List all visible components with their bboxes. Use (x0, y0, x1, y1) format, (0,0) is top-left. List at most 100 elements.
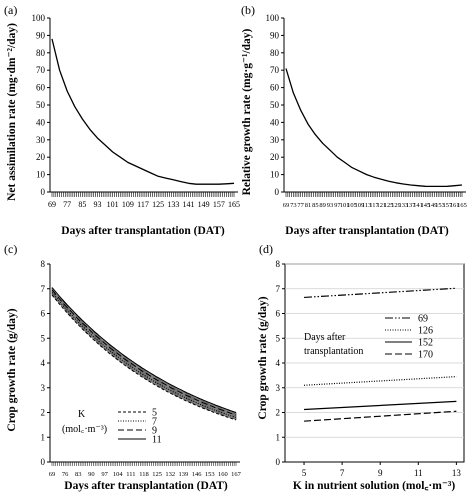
panel-a-series-line-0 (51, 38, 235, 185)
panel-d-series-69 (304, 287, 457, 299)
panel-a-x-tick-label: 157 (213, 200, 225, 209)
panel-c-x-tick-label: 139 (179, 471, 189, 478)
panel-d-y-tick-label: 7 (276, 284, 281, 294)
panel-a-y-tick-label: 70 (36, 65, 46, 75)
panel-b-y-tick-label: 30 (270, 135, 280, 145)
panel-a-x-tick-label: 125 (152, 200, 164, 209)
panel-b-x-tick-label: 73 (290, 202, 297, 209)
panel-d-y-tick-label: 8 (276, 259, 281, 269)
panel-b-label: (b) (241, 3, 255, 17)
panel-a-y-tick-label: 10 (36, 170, 46, 180)
panel-b: (b) Relative growth rate (mg·g⁻¹/day) Da… (241, 3, 467, 237)
panel-c-x-tick-label: 104 (113, 471, 124, 478)
panel-b-x-tick-label: 145 (420, 202, 430, 209)
panel-d-legend-label-126: 126 (418, 326, 433, 337)
panel-d-series-152 (304, 400, 457, 411)
panel-c-x-tick-label: 76 (62, 471, 69, 478)
panel-c-series-7 (51, 292, 237, 418)
panel-b-y-tick-label: 50 (270, 100, 280, 110)
panel-c-legend-label-7: 7 (152, 417, 157, 428)
panel-d-x-tick-label: 11 (414, 468, 423, 478)
panel-b-x-tick-label: 149 (428, 202, 438, 209)
panel-d-y-tick-label: 5 (276, 333, 281, 343)
panel-a-y-tick-label: 100 (32, 13, 46, 23)
panel-a: (a) Net assimilation rate (mg·dm⁻²/day) … (4, 3, 240, 237)
panel-d-axes: 0 1 2 3 4 5 6 7 8 5 7 9 11 13 (276, 259, 465, 478)
panel-b-x-tick-label: 125 (384, 202, 394, 209)
panel-c-xlabel: Days after transplantation (DAT) (64, 480, 228, 492)
panel-a-y-tick-label: 30 (36, 135, 46, 145)
panel-c-legend-label-11: 11 (152, 435, 162, 446)
panel-c-y-tick-label: 3 (41, 383, 46, 393)
panel-a-x-tick-label: 77 (63, 200, 71, 209)
panel-c-x-tick-label: 125 (152, 471, 162, 478)
panel-a-y-tick-label: 60 (36, 83, 46, 93)
panel-a-x-tick-label: 141 (183, 200, 195, 209)
panel-a-x-tick-label: 133 (167, 200, 179, 209)
panel-a-y-tick-label: 80 (36, 48, 46, 58)
panel-d-y-tick-label: 2 (276, 408, 281, 418)
panel-a-plot (51, 38, 235, 185)
panel-b-x-tick-label: 129 (391, 202, 401, 209)
panel-d-series-170 (304, 410, 457, 422)
panel-b-y-tick-label: 20 (270, 152, 280, 162)
panel-b-x-tick-label: 69 (283, 202, 290, 209)
panel-d-plot (304, 287, 457, 422)
panel-d-y-tick-label: 0 (276, 457, 281, 467)
panel-b-x-tick-label: 93 (327, 202, 334, 209)
panel-b-y-tick-label: 10 (270, 170, 280, 180)
panel-d-x-tick-label: 7 (340, 468, 345, 478)
panel-b-ylabel: Relative growth rate (mg·g⁻¹/day) (241, 28, 253, 195)
panel-c-x-tick-label: 160 (218, 471, 228, 478)
panel-b-x-tick-label: 77 (297, 202, 304, 209)
panel-b-y-tick-label: 100 (266, 13, 280, 23)
panel-b-y-tick-label: 90 (270, 30, 280, 40)
panel-c-y-tick-label: 0 (41, 457, 46, 467)
panel-d-legend-label-170: 170 (418, 350, 433, 361)
panel-b-x-tick-label: 85 (312, 202, 319, 209)
panel-c-x-tick-label: 167 (231, 471, 242, 478)
panel-a-label: (a) (4, 3, 17, 17)
panel-d-y-tick-label: 3 (276, 383, 281, 393)
panel-b-y-tick-label: 0 (275, 187, 280, 197)
panel-b-xlabel: Days after transplantation (DAT) (285, 225, 449, 237)
panel-c-series-9 (51, 289, 237, 416)
panel-c-x-tick-label: 83 (75, 471, 82, 478)
panel-c-x-tick-label: 69 (49, 471, 56, 478)
panel-b-y-tick-label: 80 (270, 48, 280, 58)
panel-c-label: (c) (4, 242, 17, 256)
panel-a-y-tick-label: 50 (36, 100, 46, 110)
panel-b-x-tick-label: 101 (340, 202, 350, 209)
panel-a-y-tick-label: 90 (36, 30, 46, 40)
panel-d-x-tick-label: 9 (378, 468, 383, 478)
panel-b-x-tick-label: 133 (398, 202, 408, 209)
panel-b-series-line-0 (285, 68, 463, 188)
panel-c-y-tick-label: 2 (41, 408, 46, 418)
panel-b-x-tick-label: 121 (376, 202, 386, 209)
panel-c-x-tick-label: 118 (139, 471, 149, 478)
panel-d-y-tick-label: 6 (276, 309, 281, 319)
panel-b-x-tick-label: 153 (435, 202, 445, 209)
panel-c-legend-label-5: 5 (152, 408, 157, 419)
panel-c-ylabel: Crop growth rate (g/day) (6, 308, 18, 431)
panel-b-x-tick-label: 89 (319, 202, 326, 209)
panel-a-y-tick-label: 0 (41, 187, 46, 197)
panel-a-x-tick-label: 69 (48, 200, 56, 209)
panel-a-x-tick-label: 85 (78, 200, 86, 209)
panel-b-y-tick-label: 70 (270, 65, 280, 75)
panel-c-y-tick-label: 7 (41, 284, 46, 294)
panel-b-plot (285, 68, 463, 188)
panel-c-x-tick-label: 111 (126, 471, 135, 478)
panel-b-x-tick-label: 157 (442, 202, 453, 209)
panel-c-y-tick-label: 6 (41, 309, 46, 319)
panel-c: (c) Crop growth rate (g/day) Days after … (4, 242, 242, 492)
panel-a-x-tick-label: 93 (94, 200, 102, 209)
panel-c-x-tick-label: 153 (205, 471, 215, 478)
panel-c-x-tick-label: 97 (101, 471, 108, 478)
panel-c-legend-label-9: 9 (152, 426, 157, 437)
panel-b-x-tick-label: 165 (457, 202, 467, 209)
